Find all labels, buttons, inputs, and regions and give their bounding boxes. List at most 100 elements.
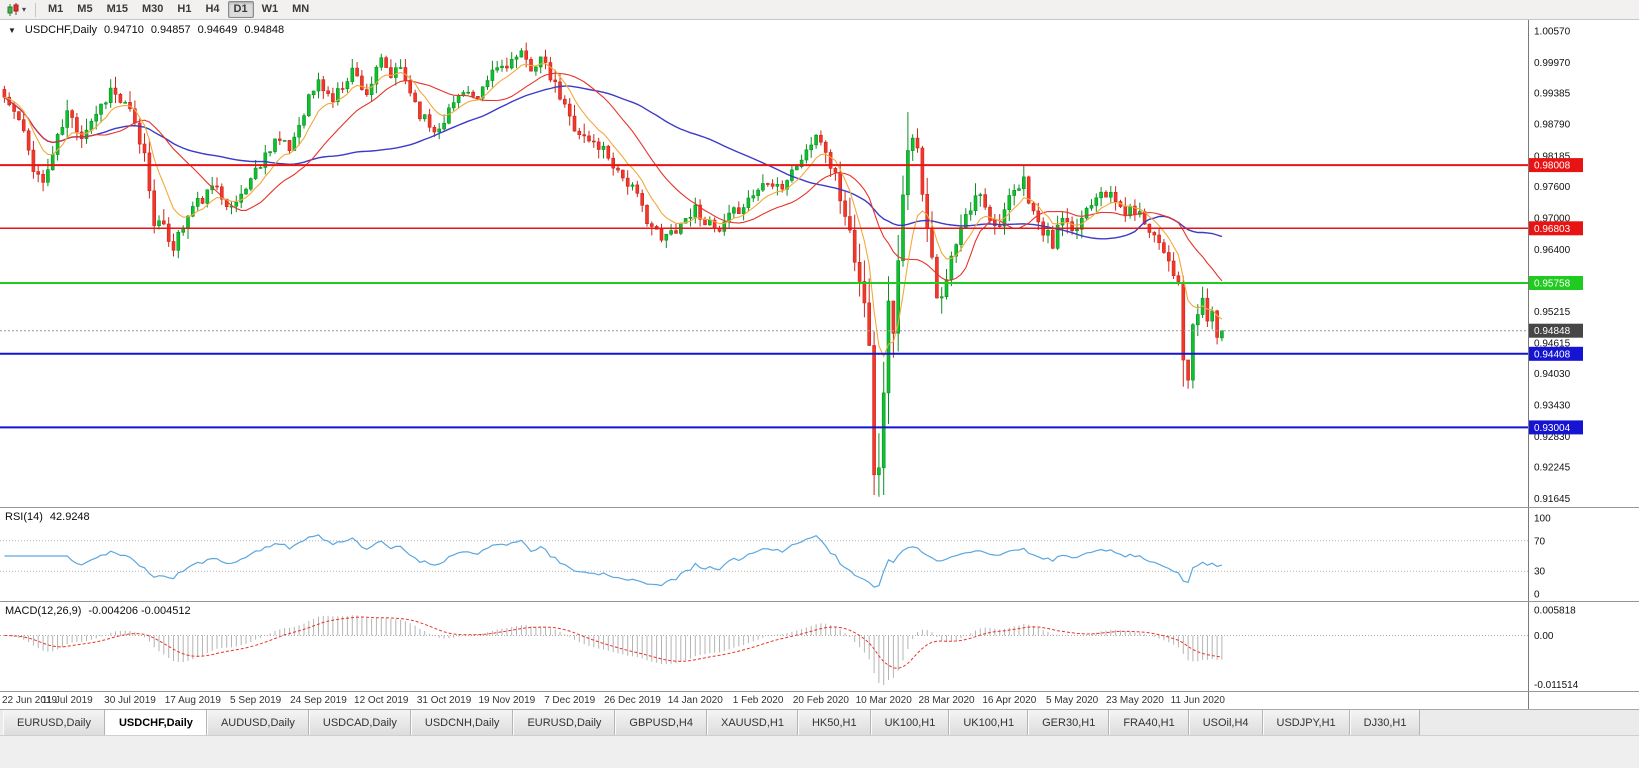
svg-text:0.92830: 0.92830 xyxy=(1534,432,1571,443)
rsi-panel[interactable]: RSI(14) 42.9248 100 70 30 0 xyxy=(0,507,1639,601)
chevron-down-icon: ▾ xyxy=(22,5,27,14)
svg-text:0.94408: 0.94408 xyxy=(1534,349,1571,360)
ohlc-close: 0.94848 xyxy=(244,24,285,36)
tab-USOil-H4[interactable]: USOil,H4 xyxy=(1188,710,1263,735)
rsi-title: RSI(14) xyxy=(5,511,43,523)
price-badge-0.95758: 0.95758 xyxy=(1529,276,1583,290)
macd-values: -0.004206 -0.004512 xyxy=(88,605,191,617)
tab-EURUSD-Daily[interactable]: EURUSD,Daily xyxy=(3,710,105,735)
macd-panel[interactable]: MACD(12,26,9) -0.004206 -0.004512 0.0058… xyxy=(0,601,1639,691)
date-label: 5 Sep 2019 xyxy=(230,695,282,706)
tab-HK50-H1[interactable]: HK50,H1 xyxy=(797,710,871,735)
timeframe-button-H4[interactable]: H4 xyxy=(199,1,225,18)
timeframe-button-M30[interactable]: M30 xyxy=(136,1,169,18)
date-label: 10 Mar 2020 xyxy=(855,695,912,706)
ma-mid-line xyxy=(4,72,1223,282)
chart-tab-bar: EURUSD,Daily USDCHF,Daily AUDUSD,Daily USDC… xyxy=(0,709,1639,735)
timeframe-button-MN[interactable]: MN xyxy=(286,1,315,18)
svg-text:100: 100 xyxy=(1534,514,1551,525)
tab-USDCNH-Daily[interactable]: USDCNH,Daily xyxy=(410,710,514,735)
tab-GER30-H1[interactable]: GER30,H1 xyxy=(1028,710,1110,735)
symbol-menu-icon[interactable]: ▼ xyxy=(8,25,16,35)
date-label: 17 Aug 2019 xyxy=(164,695,221,706)
price-badge-0.94408: 0.94408 xyxy=(1529,346,1583,361)
tab-UK100-H1[interactable]: UK100,H1 xyxy=(870,710,950,735)
svg-text:0.94848: 0.94848 xyxy=(1534,326,1571,337)
svg-text:0.92245: 0.92245 xyxy=(1534,463,1571,474)
rsi-canvas[interactable]: 100 70 30 0 xyxy=(0,508,1639,601)
candles xyxy=(2,42,1224,497)
tab-USDCHF-Daily[interactable]: USDCHF,Daily xyxy=(104,710,207,735)
date-label: 26 Dec 2019 xyxy=(604,695,661,706)
date-label: 11 Jun 2020 xyxy=(1170,695,1225,706)
timeframe-button-M1[interactable]: M1 xyxy=(42,1,69,18)
axis-separator xyxy=(1528,692,1529,709)
date-label: 5 May 2020 xyxy=(1045,695,1099,706)
date-label: 24 Sep 2019 xyxy=(290,695,347,706)
price-badge-0.93004: 0.93004 xyxy=(1529,420,1583,435)
svg-text:0.00: 0.00 xyxy=(1534,631,1554,642)
date-label: 12 Oct 2019 xyxy=(354,695,409,706)
svg-text:0.98185: 0.98185 xyxy=(1534,151,1571,162)
candlestick-chart-icon xyxy=(7,2,19,16)
tab-USDJPY-H1[interactable]: USDJPY,H1 xyxy=(1262,710,1350,735)
timeframe-button-W1[interactable]: W1 xyxy=(256,1,285,18)
macd-header: MACD(12,26,9) -0.004206 -0.004512 xyxy=(5,605,191,617)
rsi-line xyxy=(4,534,1223,588)
ma-fast-line xyxy=(4,63,1223,358)
tab-GBPUSD-H4[interactable]: GBPUSD,H4 xyxy=(615,710,707,735)
tab-XAUUSD-H1[interactable]: XAUUSD,H1 xyxy=(706,710,798,735)
date-label: 19 Nov 2019 xyxy=(478,695,536,706)
date-label: 16 Apr 2020 xyxy=(982,695,1037,706)
date-label: 28 Mar 2020 xyxy=(918,695,975,706)
chart-type-button[interactable]: ▾ xyxy=(3,2,29,18)
svg-text:0.98790: 0.98790 xyxy=(1534,120,1571,131)
main-chart-panel[interactable]: ▼ USDCHF,Daily 0.94710 0.94857 0.94649 0… xyxy=(0,20,1639,507)
main-chart-canvas[interactable]: 1.00570 0.99970 0.99385 0.98790 0.98185 0.976… xyxy=(0,20,1639,507)
date-label: 11 Jul 2019 xyxy=(41,695,93,706)
svg-text:0.93004: 0.93004 xyxy=(1534,423,1571,434)
svg-text:0.91645: 0.91645 xyxy=(1534,494,1571,505)
tab-AUDUSD-Daily[interactable]: AUDUSD,Daily xyxy=(206,710,309,735)
date-label: 31 Oct 2019 xyxy=(416,695,472,706)
timeframe-button-D1[interactable]: D1 xyxy=(227,1,254,18)
timeframe-button-H1[interactable]: H1 xyxy=(171,1,197,18)
macd-canvas[interactable]: 0.005818 0.00 -0.011514 xyxy=(0,602,1639,691)
svg-text:0.95215: 0.95215 xyxy=(1534,307,1571,318)
tab-FRA40-H1[interactable]: FRA40,H1 xyxy=(1109,710,1189,735)
chart-window: ▼ USDCHF,Daily 0.94710 0.94857 0.94649 0… xyxy=(0,20,1639,709)
toolbar-separator xyxy=(35,2,37,17)
macd-histogram xyxy=(8,615,1223,686)
date-label: 30 Jul 2019 xyxy=(104,695,156,706)
svg-text:0.94615: 0.94615 xyxy=(1534,339,1571,350)
svg-text:0.93430: 0.93430 xyxy=(1534,401,1571,412)
svg-text:0.97000: 0.97000 xyxy=(1534,213,1571,224)
svg-text:0.94030: 0.94030 xyxy=(1534,369,1571,380)
chart-ohlc-header: ▼ USDCHF,Daily 0.94710 0.94857 0.94649 0… xyxy=(8,24,284,36)
tab-UK100-H1[interactable]: UK100,H1 xyxy=(949,710,1029,735)
timeframe-button-M5[interactable]: M5 xyxy=(71,1,98,18)
date-label: 7 Dec 2019 xyxy=(544,695,596,706)
ohlc-open: 0.94710 xyxy=(104,24,144,36)
svg-text:0: 0 xyxy=(1534,590,1540,601)
tab-DJ30-H1[interactable]: DJ30,H1 xyxy=(1349,710,1421,735)
ohlc-low: 0.94649 xyxy=(197,24,238,36)
macd-signal-line xyxy=(4,616,1222,669)
timeframe-button-group: M1 M5 M15 M30 H1 H4 D1 W1 MN xyxy=(42,1,315,18)
svg-text:30: 30 xyxy=(1534,567,1546,578)
chart-symbol-period: USDCHF,Daily xyxy=(24,24,98,36)
svg-text:0.99385: 0.99385 xyxy=(1534,88,1571,99)
svg-text:0.005818: 0.005818 xyxy=(1534,606,1576,617)
price-badge-0.98008: 0.98008 xyxy=(1529,158,1583,173)
tab-USDCAD-Daily[interactable]: USDCAD,Daily xyxy=(308,710,411,735)
svg-text:0.98008: 0.98008 xyxy=(1534,161,1571,172)
svg-text:70: 70 xyxy=(1534,536,1546,547)
macd-title: MACD(12,26,9) xyxy=(5,605,82,617)
timeframe-button-M15[interactable]: M15 xyxy=(101,1,134,18)
date-axis[interactable]: 22 Jun 2019 11 Jul 2019 30 Jul 2019 17 Aug … xyxy=(0,691,1639,709)
date-label: 20 Feb 2020 xyxy=(792,695,849,706)
tab-EURUSD-Daily[interactable]: EURUSD,Daily xyxy=(513,710,616,735)
date-label: 1 Feb 2020 xyxy=(732,695,784,706)
ma-slow-line xyxy=(3,85,1223,240)
